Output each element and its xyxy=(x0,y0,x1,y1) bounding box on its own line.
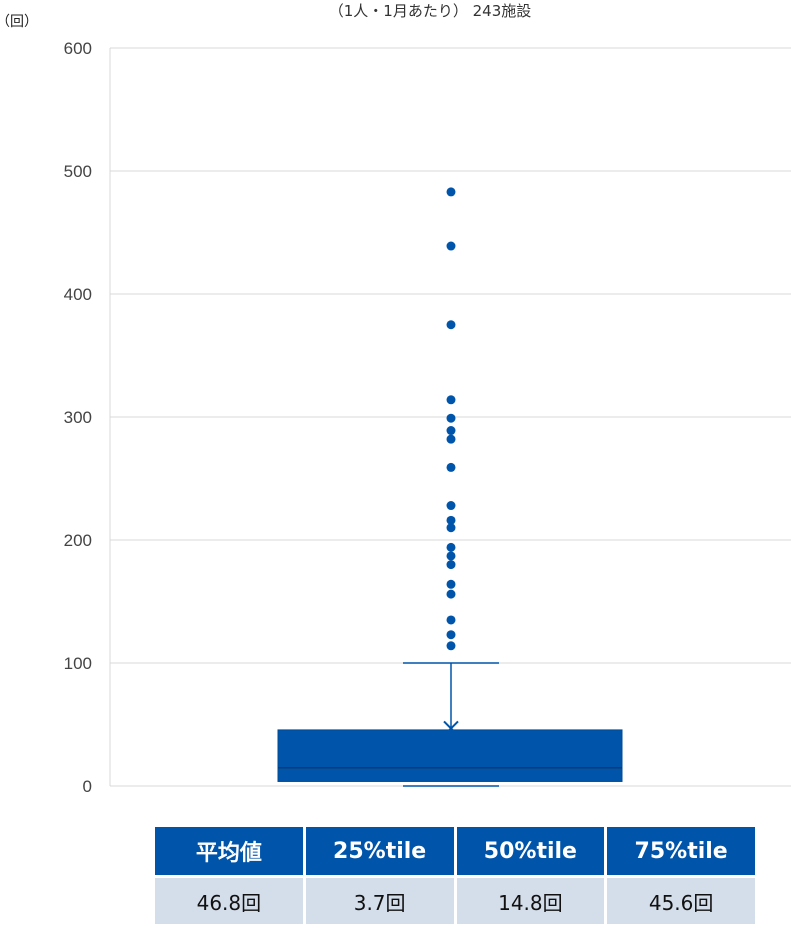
outlier-point xyxy=(446,187,456,197)
box-plot-chart: （1人・1月あたり） 243施設 （回） 0 100 200 300 400 500 600 xyxy=(0,2,791,796)
y-tick-label: 600 xyxy=(64,39,92,58)
outlier-point xyxy=(446,615,456,625)
y-unit-label: （回） xyxy=(0,14,38,30)
outlier-point xyxy=(446,523,456,533)
outlier-point xyxy=(446,641,456,651)
value-mean: 46.8回 xyxy=(155,875,303,924)
value-50th-percentile: 14.8回 xyxy=(456,875,605,924)
header-50th-percentile: 50%tile xyxy=(456,827,605,875)
header-75th-percentile: 75%tile xyxy=(607,827,755,875)
y-tick-label: 500 xyxy=(64,162,92,181)
grid-lines xyxy=(110,47,791,787)
outlier-point xyxy=(446,434,456,444)
mean-marker-stroke xyxy=(443,720,459,737)
outlier-point xyxy=(446,630,456,640)
outlier-points xyxy=(446,187,456,651)
y-tick-label: 200 xyxy=(64,531,92,550)
outlier-point xyxy=(446,551,456,561)
outlier-point xyxy=(446,560,456,570)
outlier-point xyxy=(446,462,456,472)
outlier-point xyxy=(446,395,456,405)
statistics-table: 平均値 25%tile 50%tile 75%tile 46.8回 3.7回 1… xyxy=(152,827,758,924)
outlier-point xyxy=(446,413,456,423)
statistics-value-row: 46.8回 3.7回 14.8回 45.6回 xyxy=(155,875,755,924)
value-25th-percentile: 3.7回 xyxy=(305,875,454,924)
outlier-point xyxy=(446,515,456,525)
outlier-point xyxy=(446,426,456,436)
iqr-box xyxy=(277,729,623,782)
statistics-header-row: 平均値 25%tile 50%tile 75%tile xyxy=(155,827,755,875)
outlier-point xyxy=(446,542,456,552)
y-tick-label: 300 xyxy=(64,408,92,427)
value-75th-percentile: 45.6回 xyxy=(607,875,755,924)
outlier-point xyxy=(446,579,456,589)
outlier-point xyxy=(446,501,456,511)
outlier-point xyxy=(446,320,456,330)
outlier-point xyxy=(446,589,456,599)
y-tick-label: 0 xyxy=(83,777,92,796)
header-25th-percentile: 25%tile xyxy=(305,827,454,875)
y-tick-label: 100 xyxy=(64,654,92,673)
box-and-whiskers xyxy=(277,662,623,787)
y-tick-label: 400 xyxy=(64,285,92,304)
header-mean: 平均値 xyxy=(155,827,303,875)
y-axis: 0 100 200 300 400 500 600 xyxy=(64,39,111,796)
chart-title: （1人・1月あたり） 243施設 xyxy=(329,2,532,20)
outlier-point xyxy=(446,241,456,251)
